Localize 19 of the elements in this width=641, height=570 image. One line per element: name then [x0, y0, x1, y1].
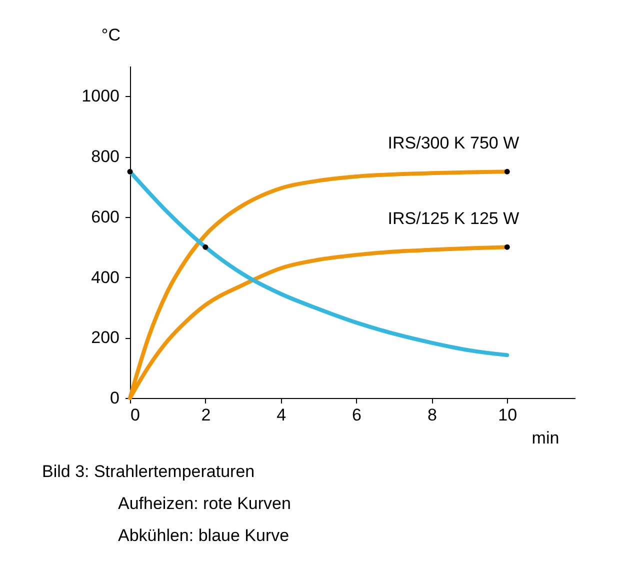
series-label: IRS/300 K 750 W: [388, 134, 520, 153]
y-tick-label: 200: [91, 328, 120, 348]
x-tick-label: 4: [276, 406, 286, 424]
x-tick-label: 0: [130, 406, 140, 424]
text: Aufheizen: rote Kurven: [118, 494, 291, 513]
y-tick-label: 1000: [82, 86, 120, 106]
x-axis-title: min: [532, 428, 560, 448]
y-tick-label: 800: [91, 147, 120, 166]
x-tick-label: 10: [498, 406, 518, 424]
text: Bild 3: Strahlertemperaturen: [42, 462, 255, 481]
text: Abkühlen: blaue Kurve: [118, 526, 290, 545]
y-tick-label: 0: [110, 388, 120, 408]
y-tick-label: 400: [91, 268, 120, 287]
series-label: IRS/125 K 125 W: [388, 209, 520, 228]
y-axis-title: °C: [101, 26, 120, 44]
x-tick-label: 2: [201, 406, 211, 424]
x-tick-label: 8: [427, 406, 437, 424]
y-tick-label: 600: [91, 207, 120, 226]
x-tick-label: 6: [352, 406, 362, 424]
